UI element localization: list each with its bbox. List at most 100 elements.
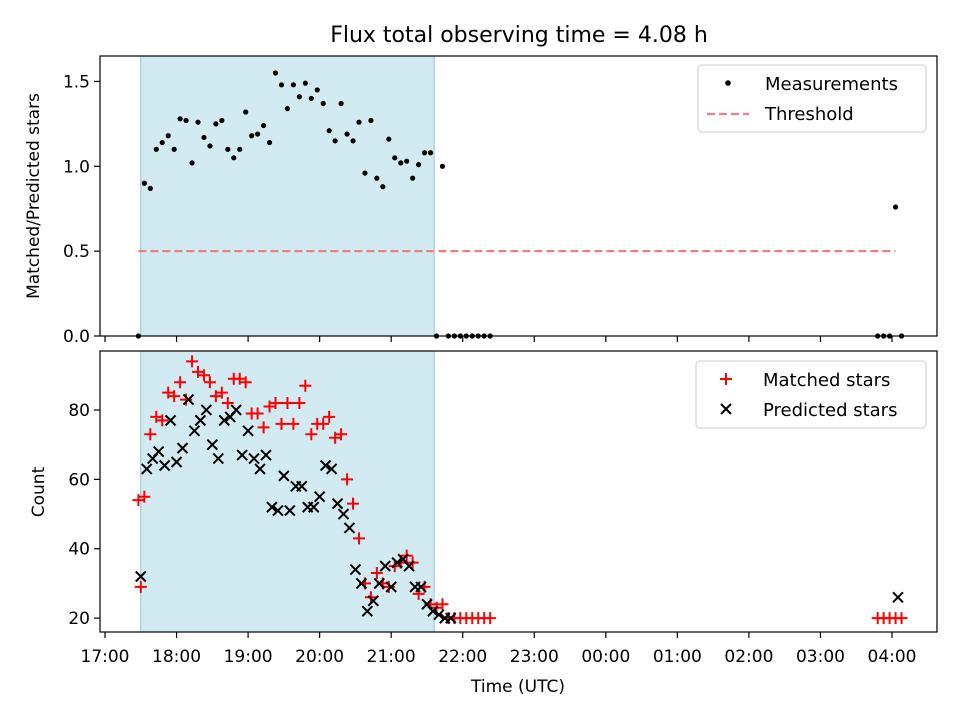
x-tick-label: 17:00 [81, 647, 130, 667]
measurement-point [225, 146, 231, 152]
top-panel: 0.0 0.5 1.0 1.5 Matched/Predicted stars Mea… [24, 55, 938, 347]
measurement-point [219, 117, 225, 124]
matched-star-point [197, 369, 210, 382]
matched-star-point [180, 393, 193, 406]
matched-star-point [347, 497, 360, 510]
measurement-point [410, 175, 416, 181]
measurement-point [344, 131, 350, 137]
measurement-point [177, 116, 183, 122]
predicted-star-point [254, 463, 266, 475]
bottom-legend-box [695, 360, 927, 429]
predicted-star-point [331, 497, 344, 510]
legend-predicted-marker [720, 403, 732, 415]
matched-star-point [895, 612, 908, 625]
legend-matched-label: Matched stars [763, 370, 890, 391]
predicted-star-point [343, 522, 356, 534]
bottom-x-axis-ticks: 17:00 18:00 19:00 20:00 21:00 22:00 23:00 00:00… [81, 632, 917, 667]
predicted-star-point [319, 459, 332, 472]
x-axis-label: Time (UTC) [470, 677, 565, 697]
matched-star-point [436, 598, 449, 611]
predicted-star-point [415, 581, 427, 593]
predicted-star-point [141, 463, 153, 475]
measurement-point [189, 160, 195, 166]
matched-star-point [156, 414, 169, 427]
measurement-point [249, 133, 255, 139]
measurement-point [183, 117, 189, 124]
bottom-y-tick-label: 80 [68, 401, 90, 421]
predicted-star-point [170, 456, 183, 468]
x-tick-label: 02:00 [724, 647, 773, 667]
predicted-star-point [427, 605, 439, 617]
matched-star-point [287, 417, 300, 430]
predicted-star-point [176, 442, 189, 454]
x-tick-label: 01:00 [653, 647, 702, 667]
predicted-star-point [296, 480, 308, 493]
predicted-star-point [385, 581, 397, 593]
matched-star-point [299, 379, 312, 392]
top-y-tick-label: 1.0 [63, 157, 90, 177]
measurement-point [416, 162, 422, 168]
measurement-point [207, 143, 213, 149]
measurement-point [278, 82, 285, 88]
matched-star-point [239, 376, 252, 389]
matched-star-point [293, 397, 306, 410]
measurement-point [350, 138, 356, 144]
measurement-point [392, 155, 398, 161]
measurement-point [356, 119, 362, 125]
matched-star-point [335, 428, 348, 441]
measurement-point [398, 160, 404, 166]
matched-star-point [317, 417, 330, 430]
predicted-star-point [278, 470, 290, 482]
matched-star-point [221, 397, 234, 410]
measurement-point [302, 80, 308, 86]
x-tick-label: 04:00 [868, 647, 917, 667]
measurement-point [421, 150, 428, 156]
measurement-point [308, 95, 314, 102]
x-tick-label: 00:00 [581, 647, 630, 667]
matched-star-point [341, 473, 354, 486]
x-tick-label: 18:00 [152, 647, 201, 667]
measurement-point [165, 133, 171, 139]
measurement-point [171, 146, 177, 152]
measurement-point [147, 185, 153, 191]
measurement-point [368, 117, 374, 124]
top-y-axis-ticks: 0.0 0.5 1.0 1.5 [63, 72, 100, 347]
matched-star-point [215, 386, 228, 399]
top-y-tick-label: 0.0 [63, 327, 90, 347]
legend-threshold-label: Threshold [764, 104, 854, 125]
top-y-tick-label: 1.5 [63, 72, 90, 92]
predicted-star-point [272, 504, 284, 517]
bottom-y-axis-ticks: 20 40 60 80 [68, 401, 100, 629]
measurement-point [266, 139, 273, 146]
legend-measurements-label: Measurements [765, 74, 898, 95]
x-tick-label: 03:00 [796, 647, 845, 667]
bottom-y-axis-label: Count [29, 466, 49, 517]
top-data-marks [135, 70, 905, 339]
predicted-star-point [355, 577, 368, 590]
measurement-point [260, 122, 267, 129]
predicted-star-point [433, 608, 445, 621]
measurement-point [296, 94, 302, 100]
predicted-star-point [236, 449, 248, 461]
measurement-point [237, 146, 243, 152]
predicted-star-point [200, 404, 213, 416]
predicted-star-point [158, 459, 171, 472]
predicted-star-point [218, 414, 230, 427]
predicted-star-point [892, 591, 904, 604]
predicted-star-point [242, 425, 254, 437]
predicted-star-point [230, 404, 242, 416]
top-legend-box [697, 64, 927, 133]
matched-star-point [134, 580, 147, 593]
legend-matched-marker [720, 373, 732, 385]
predicted-star-point [248, 452, 260, 465]
measurement-point [290, 82, 297, 88]
matched-star-point [484, 612, 497, 625]
bottom-panel: 20 40 60 80 17:00 18:00 19:00 20:00 21:00 22:00 2… [29, 350, 938, 697]
matched-star-point [305, 428, 318, 441]
matched-star-point [382, 580, 395, 593]
x-tick-label: 21:00 [367, 647, 416, 667]
measurement-point [284, 106, 291, 112]
predicted-star-point [307, 501, 320, 513]
matched-star-point [281, 397, 294, 410]
